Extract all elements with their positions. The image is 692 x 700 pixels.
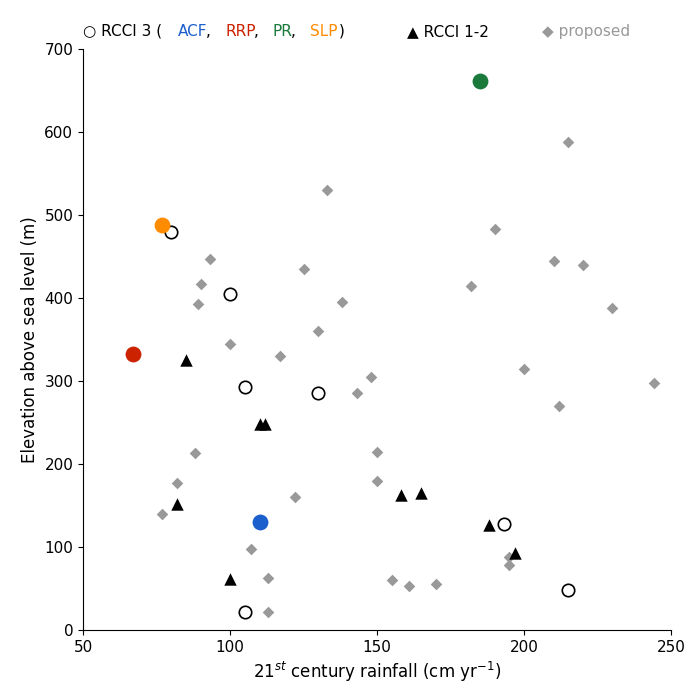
Text: PR: PR <box>273 24 292 39</box>
Point <box>275 351 286 362</box>
Point <box>181 355 192 366</box>
Point <box>127 348 138 359</box>
Point <box>519 363 530 374</box>
Point <box>298 263 309 274</box>
Text: ,: , <box>253 24 263 39</box>
Point <box>548 255 559 266</box>
Point <box>313 326 324 337</box>
Point <box>224 573 235 584</box>
Point <box>260 419 271 430</box>
Text: RRP: RRP <box>225 24 255 39</box>
Point <box>195 279 206 290</box>
Text: ○ RCCI 3 (: ○ RCCI 3 ( <box>83 24 162 39</box>
Text: ACF: ACF <box>178 24 208 39</box>
Point <box>313 388 324 399</box>
Point <box>172 477 183 489</box>
Point <box>404 580 415 592</box>
Point <box>563 136 574 148</box>
Point <box>430 579 441 590</box>
Point <box>607 302 618 314</box>
Point <box>416 487 427 498</box>
Point <box>157 508 168 519</box>
Point <box>365 371 376 382</box>
Point <box>245 544 256 555</box>
Text: ,: , <box>291 24 301 39</box>
Text: ◆ proposed: ◆ proposed <box>542 24 630 39</box>
Point <box>322 185 333 196</box>
Text: ,: , <box>206 24 216 39</box>
Point <box>239 382 251 393</box>
X-axis label: 21$^{st}$ century rainfall (cm yr$^{-1}$): 21$^{st}$ century rainfall (cm yr$^{-1}$… <box>253 660 501 685</box>
Point <box>395 489 406 500</box>
Point <box>224 338 235 349</box>
Point <box>510 547 521 559</box>
Point <box>563 584 574 596</box>
Point <box>504 560 515 571</box>
Point <box>224 288 235 300</box>
Point <box>190 447 201 458</box>
Point <box>351 388 362 399</box>
Point <box>192 298 203 309</box>
Point <box>172 498 183 510</box>
Point <box>483 519 494 530</box>
Point <box>386 575 397 586</box>
Point <box>239 606 251 617</box>
Text: ▲ RCCI 1-2: ▲ RCCI 1-2 <box>407 24 489 39</box>
Point <box>204 253 215 265</box>
Text: SLP: SLP <box>311 24 338 39</box>
Point <box>498 518 509 529</box>
Point <box>475 75 486 86</box>
Point <box>466 280 477 291</box>
Point <box>648 377 659 388</box>
Point <box>263 572 274 583</box>
Point <box>554 400 565 412</box>
Y-axis label: Elevation above sea level (m): Elevation above sea level (m) <box>21 216 39 463</box>
Point <box>254 419 265 430</box>
Point <box>336 297 347 308</box>
Point <box>254 517 265 528</box>
Point <box>166 226 177 237</box>
Point <box>263 606 274 617</box>
Point <box>289 491 300 503</box>
Text: ): ) <box>339 24 345 39</box>
Point <box>489 223 500 235</box>
Point <box>578 259 589 270</box>
Point <box>372 446 383 457</box>
Point <box>157 219 168 230</box>
Point <box>504 552 515 563</box>
Point <box>372 475 383 486</box>
